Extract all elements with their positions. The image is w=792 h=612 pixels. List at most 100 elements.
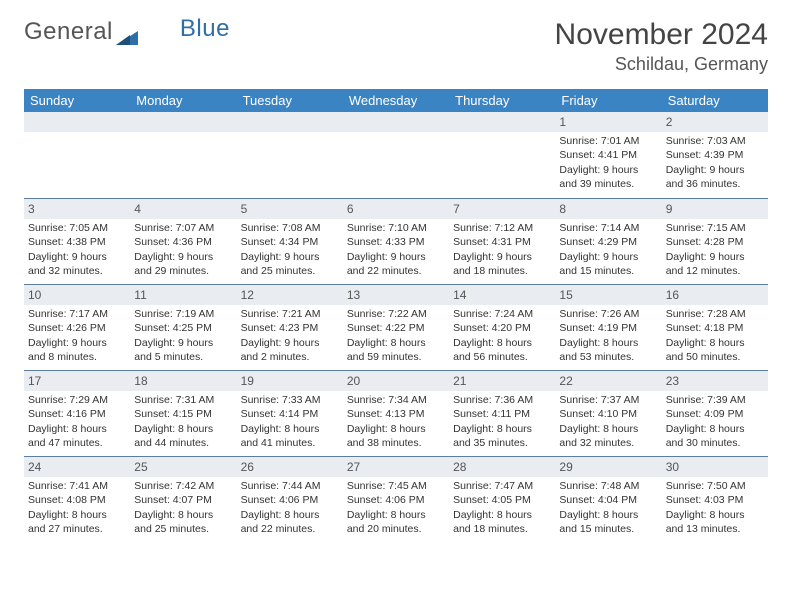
- calendar-day-cell: 24Sunrise: 7:41 AMSunset: 4:08 PMDayligh…: [24, 456, 130, 542]
- day-info: Sunrise: 7:26 AMSunset: 4:19 PMDaylight:…: [559, 307, 657, 364]
- calendar-week-row: 10Sunrise: 7:17 AMSunset: 4:26 PMDayligh…: [24, 284, 768, 370]
- calendar-empty-cell: [237, 112, 343, 198]
- day-number: [24, 112, 130, 132]
- day-info: Sunrise: 7:37 AMSunset: 4:10 PMDaylight:…: [559, 393, 657, 450]
- sunset-text: Sunset: 4:04 PM: [559, 493, 657, 507]
- day-number: 11: [130, 284, 236, 305]
- day-info: Sunrise: 7:39 AMSunset: 4:09 PMDaylight:…: [666, 393, 764, 450]
- sunrise-text: Sunrise: 7:48 AM: [559, 479, 657, 493]
- daylight-text: Daylight: 8 hours and 13 minutes.: [666, 508, 764, 536]
- calendar-day-cell: 13Sunrise: 7:22 AMSunset: 4:22 PMDayligh…: [343, 284, 449, 370]
- weekday-header: Friday: [555, 89, 661, 112]
- sunrise-text: Sunrise: 7:15 AM: [666, 221, 764, 235]
- day-number: 5: [237, 198, 343, 219]
- sunset-text: Sunset: 4:13 PM: [347, 407, 445, 421]
- day-number: [449, 112, 555, 132]
- day-number: 24: [24, 456, 130, 477]
- logo-text-2: Blue: [180, 15, 230, 43]
- day-info: Sunrise: 7:15 AMSunset: 4:28 PMDaylight:…: [666, 221, 764, 278]
- daylight-text: Daylight: 8 hours and 18 minutes.: [453, 508, 551, 536]
- sunset-text: Sunset: 4:03 PM: [666, 493, 764, 507]
- weekday-header: Wednesday: [343, 89, 449, 112]
- day-info: Sunrise: 7:50 AMSunset: 4:03 PMDaylight:…: [666, 479, 764, 536]
- weekday-header: Thursday: [449, 89, 555, 112]
- daylight-text: Daylight: 8 hours and 38 minutes.: [347, 422, 445, 450]
- weekday-header: Sunday: [24, 89, 130, 112]
- calendar-day-cell: 7Sunrise: 7:12 AMSunset: 4:31 PMDaylight…: [449, 198, 555, 284]
- sunset-text: Sunset: 4:07 PM: [134, 493, 232, 507]
- day-number: 2: [662, 112, 768, 132]
- day-info: Sunrise: 7:41 AMSunset: 4:08 PMDaylight:…: [28, 479, 126, 536]
- sunset-text: Sunset: 4:23 PM: [241, 321, 339, 335]
- sunrise-text: Sunrise: 7:01 AM: [559, 134, 657, 148]
- day-number: 19: [237, 370, 343, 391]
- sunrise-text: Sunrise: 7:10 AM: [347, 221, 445, 235]
- sunset-text: Sunset: 4:36 PM: [134, 235, 232, 249]
- logo: General Blue: [24, 18, 230, 46]
- daylight-text: Daylight: 8 hours and 56 minutes.: [453, 336, 551, 364]
- sunrise-text: Sunrise: 7:21 AM: [241, 307, 339, 321]
- calendar-day-cell: 9Sunrise: 7:15 AMSunset: 4:28 PMDaylight…: [662, 198, 768, 284]
- day-number: 18: [130, 370, 236, 391]
- day-number: 3: [24, 198, 130, 219]
- day-info: Sunrise: 7:07 AMSunset: 4:36 PMDaylight:…: [134, 221, 232, 278]
- calendar-day-cell: 27Sunrise: 7:45 AMSunset: 4:06 PMDayligh…: [343, 456, 449, 542]
- calendar-day-cell: 20 Sunrise: 7:34 AMSunset: 4:13 PMDayligh…: [343, 370, 449, 456]
- sunrise-text: Sunrise: 7:37 AM: [559, 393, 657, 407]
- daylight-text: Daylight: 8 hours and 22 minutes.: [241, 508, 339, 536]
- sunrise-text: Sunrise: 7:17 AM: [28, 307, 126, 321]
- calendar-week-row: 24Sunrise: 7:41 AMSunset: 4:08 PMDayligh…: [24, 456, 768, 542]
- daylight-text: Daylight: 9 hours and 15 minutes.: [559, 250, 657, 278]
- calendar-empty-cell: [24, 112, 130, 198]
- day-number: 10: [24, 284, 130, 305]
- sunset-text: Sunset: 4:38 PM: [28, 235, 126, 249]
- sunset-text: Sunset: 4:09 PM: [666, 407, 764, 421]
- calendar-day-cell: 21Sunrise: 7:36 AMSunset: 4:11 PMDayligh…: [449, 370, 555, 456]
- calendar-day-cell: 4Sunrise: 7:07 AMSunset: 4:36 PMDaylight…: [130, 198, 236, 284]
- day-number: 26: [237, 456, 343, 477]
- calendar-day-cell: 12Sunrise: 7:21 AMSunset: 4:23 PMDayligh…: [237, 284, 343, 370]
- sunset-text: Sunset: 4:34 PM: [241, 235, 339, 249]
- daylight-text: Daylight: 9 hours and 2 minutes.: [241, 336, 339, 364]
- calendar-day-cell: 10Sunrise: 7:17 AMSunset: 4:26 PMDayligh…: [24, 284, 130, 370]
- daylight-text: Daylight: 9 hours and 39 minutes.: [559, 163, 657, 191]
- daylight-text: Daylight: 8 hours and 53 minutes.: [559, 336, 657, 364]
- sunrise-text: Sunrise: 7:14 AM: [559, 221, 657, 235]
- day-info: Sunrise: 7:14 AMSunset: 4:29 PMDaylight:…: [559, 221, 657, 278]
- daylight-text: Daylight: 9 hours and 25 minutes.: [241, 250, 339, 278]
- sunrise-text: Sunrise: 7:24 AM: [453, 307, 551, 321]
- calendar-day-cell: 3Sunrise: 7:05 AMSunset: 4:38 PMDaylight…: [24, 198, 130, 284]
- calendar-table: Sunday Monday Tuesday Wednesday Thursday…: [24, 89, 768, 542]
- day-number: 23: [662, 370, 768, 391]
- day-number: [343, 112, 449, 132]
- daylight-text: Daylight: 8 hours and 20 minutes.: [347, 508, 445, 536]
- calendar-day-cell: 23Sunrise: 7:39 AMSunset: 4:09 PMDayligh…: [662, 370, 768, 456]
- day-info: Sunrise: 7:29 AMSunset: 4:16 PMDaylight:…: [28, 393, 126, 450]
- day-info: Sunrise: 7:12 AMSunset: 4:31 PMDaylight:…: [453, 221, 551, 278]
- sunset-text: Sunset: 4:05 PM: [453, 493, 551, 507]
- daylight-text: Daylight: 8 hours and 47 minutes.: [28, 422, 126, 450]
- calendar-week-row: 1Sunrise: 7:01 AMSunset: 4:41 PMDaylight…: [24, 112, 768, 198]
- logo-icon: [116, 24, 138, 40]
- day-info: Sunrise: 7:45 AMSunset: 4:06 PMDaylight:…: [347, 479, 445, 536]
- daylight-text: Daylight: 9 hours and 32 minutes.: [28, 250, 126, 278]
- calendar-day-cell: 5Sunrise: 7:08 AMSunset: 4:34 PMDaylight…: [237, 198, 343, 284]
- header: General Blue November 2024 Schildau, Ger…: [24, 18, 768, 75]
- sunrise-text: Sunrise: 7:28 AM: [666, 307, 764, 321]
- day-info: Sunrise: 7:10 AMSunset: 4:33 PMDaylight:…: [347, 221, 445, 278]
- calendar-day-cell: 26Sunrise: 7:44 AMSunset: 4:06 PMDayligh…: [237, 456, 343, 542]
- sunset-text: Sunset: 4:06 PM: [241, 493, 339, 507]
- sunrise-text: Sunrise: 7:34 AM: [347, 393, 445, 407]
- daylight-text: Daylight: 8 hours and 41 minutes.: [241, 422, 339, 450]
- weekday-header: Saturday: [662, 89, 768, 112]
- calendar-day-cell: 18Sunrise: 7:31 AMSunset: 4:15 PMDayligh…: [130, 370, 236, 456]
- page-title: November 2024: [555, 18, 768, 52]
- day-number: 20: [343, 370, 449, 391]
- day-number: 13: [343, 284, 449, 305]
- calendar-day-cell: 17Sunrise: 7:29 AMSunset: 4:16 PMDayligh…: [24, 370, 130, 456]
- calendar-day-cell: 28Sunrise: 7:47 AMSunset: 4:05 PMDayligh…: [449, 456, 555, 542]
- daylight-text: Daylight: 8 hours and 59 minutes.: [347, 336, 445, 364]
- calendar-day-cell: 14Sunrise: 7:24 AMSunset: 4:20 PMDayligh…: [449, 284, 555, 370]
- sunset-text: Sunset: 4:28 PM: [666, 235, 764, 249]
- calendar-day-cell: 1Sunrise: 7:01 AMSunset: 4:41 PMDaylight…: [555, 112, 661, 198]
